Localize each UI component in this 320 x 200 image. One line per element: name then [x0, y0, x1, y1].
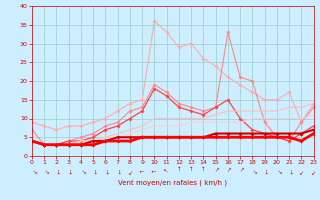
Text: ↑: ↑ [201, 167, 206, 172]
Text: ↑: ↑ [140, 167, 145, 172]
Text: ↑: ↑ [163, 167, 170, 174]
Text: ↑: ↑ [91, 167, 96, 172]
Text: ↑: ↑ [28, 167, 36, 174]
Text: ↑: ↑ [287, 167, 292, 172]
Text: ↑: ↑ [189, 167, 194, 172]
Text: ↑: ↑ [225, 167, 231, 174]
Text: ↑: ↑ [41, 167, 48, 174]
Text: ↑: ↑ [103, 167, 108, 172]
Text: ↑: ↑ [262, 167, 267, 172]
Text: ↑: ↑ [152, 167, 157, 172]
Text: ↑: ↑ [212, 167, 219, 174]
Text: ↑: ↑ [310, 167, 317, 174]
Text: ↑: ↑ [298, 167, 305, 174]
Text: ↑: ↑ [116, 167, 120, 172]
Text: ↑: ↑ [67, 167, 71, 172]
X-axis label: Vent moyen/en rafales ( km/h ): Vent moyen/en rafales ( km/h ) [118, 179, 227, 186]
Text: ↑: ↑ [237, 167, 244, 174]
Text: ↑: ↑ [126, 167, 133, 174]
Text: ↑: ↑ [177, 167, 181, 172]
Text: ↑: ↑ [77, 167, 84, 174]
Text: ↑: ↑ [249, 167, 256, 174]
Text: ↑: ↑ [54, 167, 59, 172]
Text: ↑: ↑ [274, 167, 280, 174]
